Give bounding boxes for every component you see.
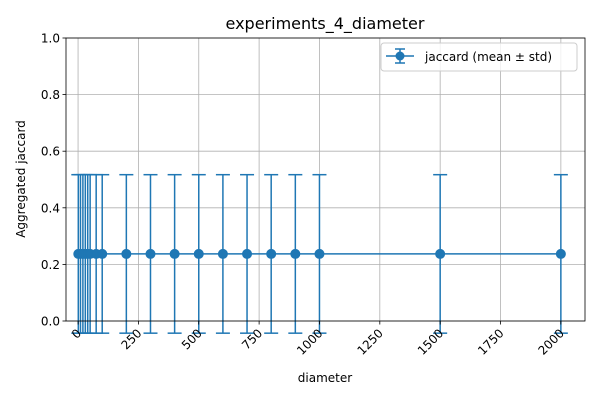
axes-frame [65, 37, 586, 322]
data-point [555, 248, 566, 259]
series-layer [71, 173, 568, 334]
data-point [97, 248, 108, 259]
y-tick-label: 0.2 [41, 258, 60, 272]
data-point [169, 248, 180, 259]
data-point [290, 248, 301, 259]
y-axis-label: Aggregated jaccard [14, 120, 28, 238]
y-tick-label: 0.6 [41, 145, 60, 159]
chart-title: experiments_4_diameter [226, 14, 425, 34]
data-point [314, 248, 325, 259]
y-tick-label: 0.0 [41, 315, 60, 329]
data-point [193, 248, 204, 259]
data-point [145, 248, 156, 259]
legend-frame [380, 42, 578, 72]
legend-point [395, 51, 405, 61]
legend-marker-icon [386, 48, 414, 64]
x-axis-label: diameter [298, 371, 352, 385]
y-tick-label: 1.0 [41, 32, 60, 46]
data-point [242, 248, 253, 259]
y-tick-label: 0.4 [41, 201, 60, 215]
legend: jaccard (mean ± std) [380, 42, 578, 72]
data-point [121, 248, 132, 259]
data-point [217, 248, 228, 259]
y-tick-label: 0.8 [41, 88, 60, 102]
legend-label: jaccard (mean ± std) [424, 50, 552, 64]
data-point [266, 248, 277, 259]
data-point [435, 248, 446, 259]
